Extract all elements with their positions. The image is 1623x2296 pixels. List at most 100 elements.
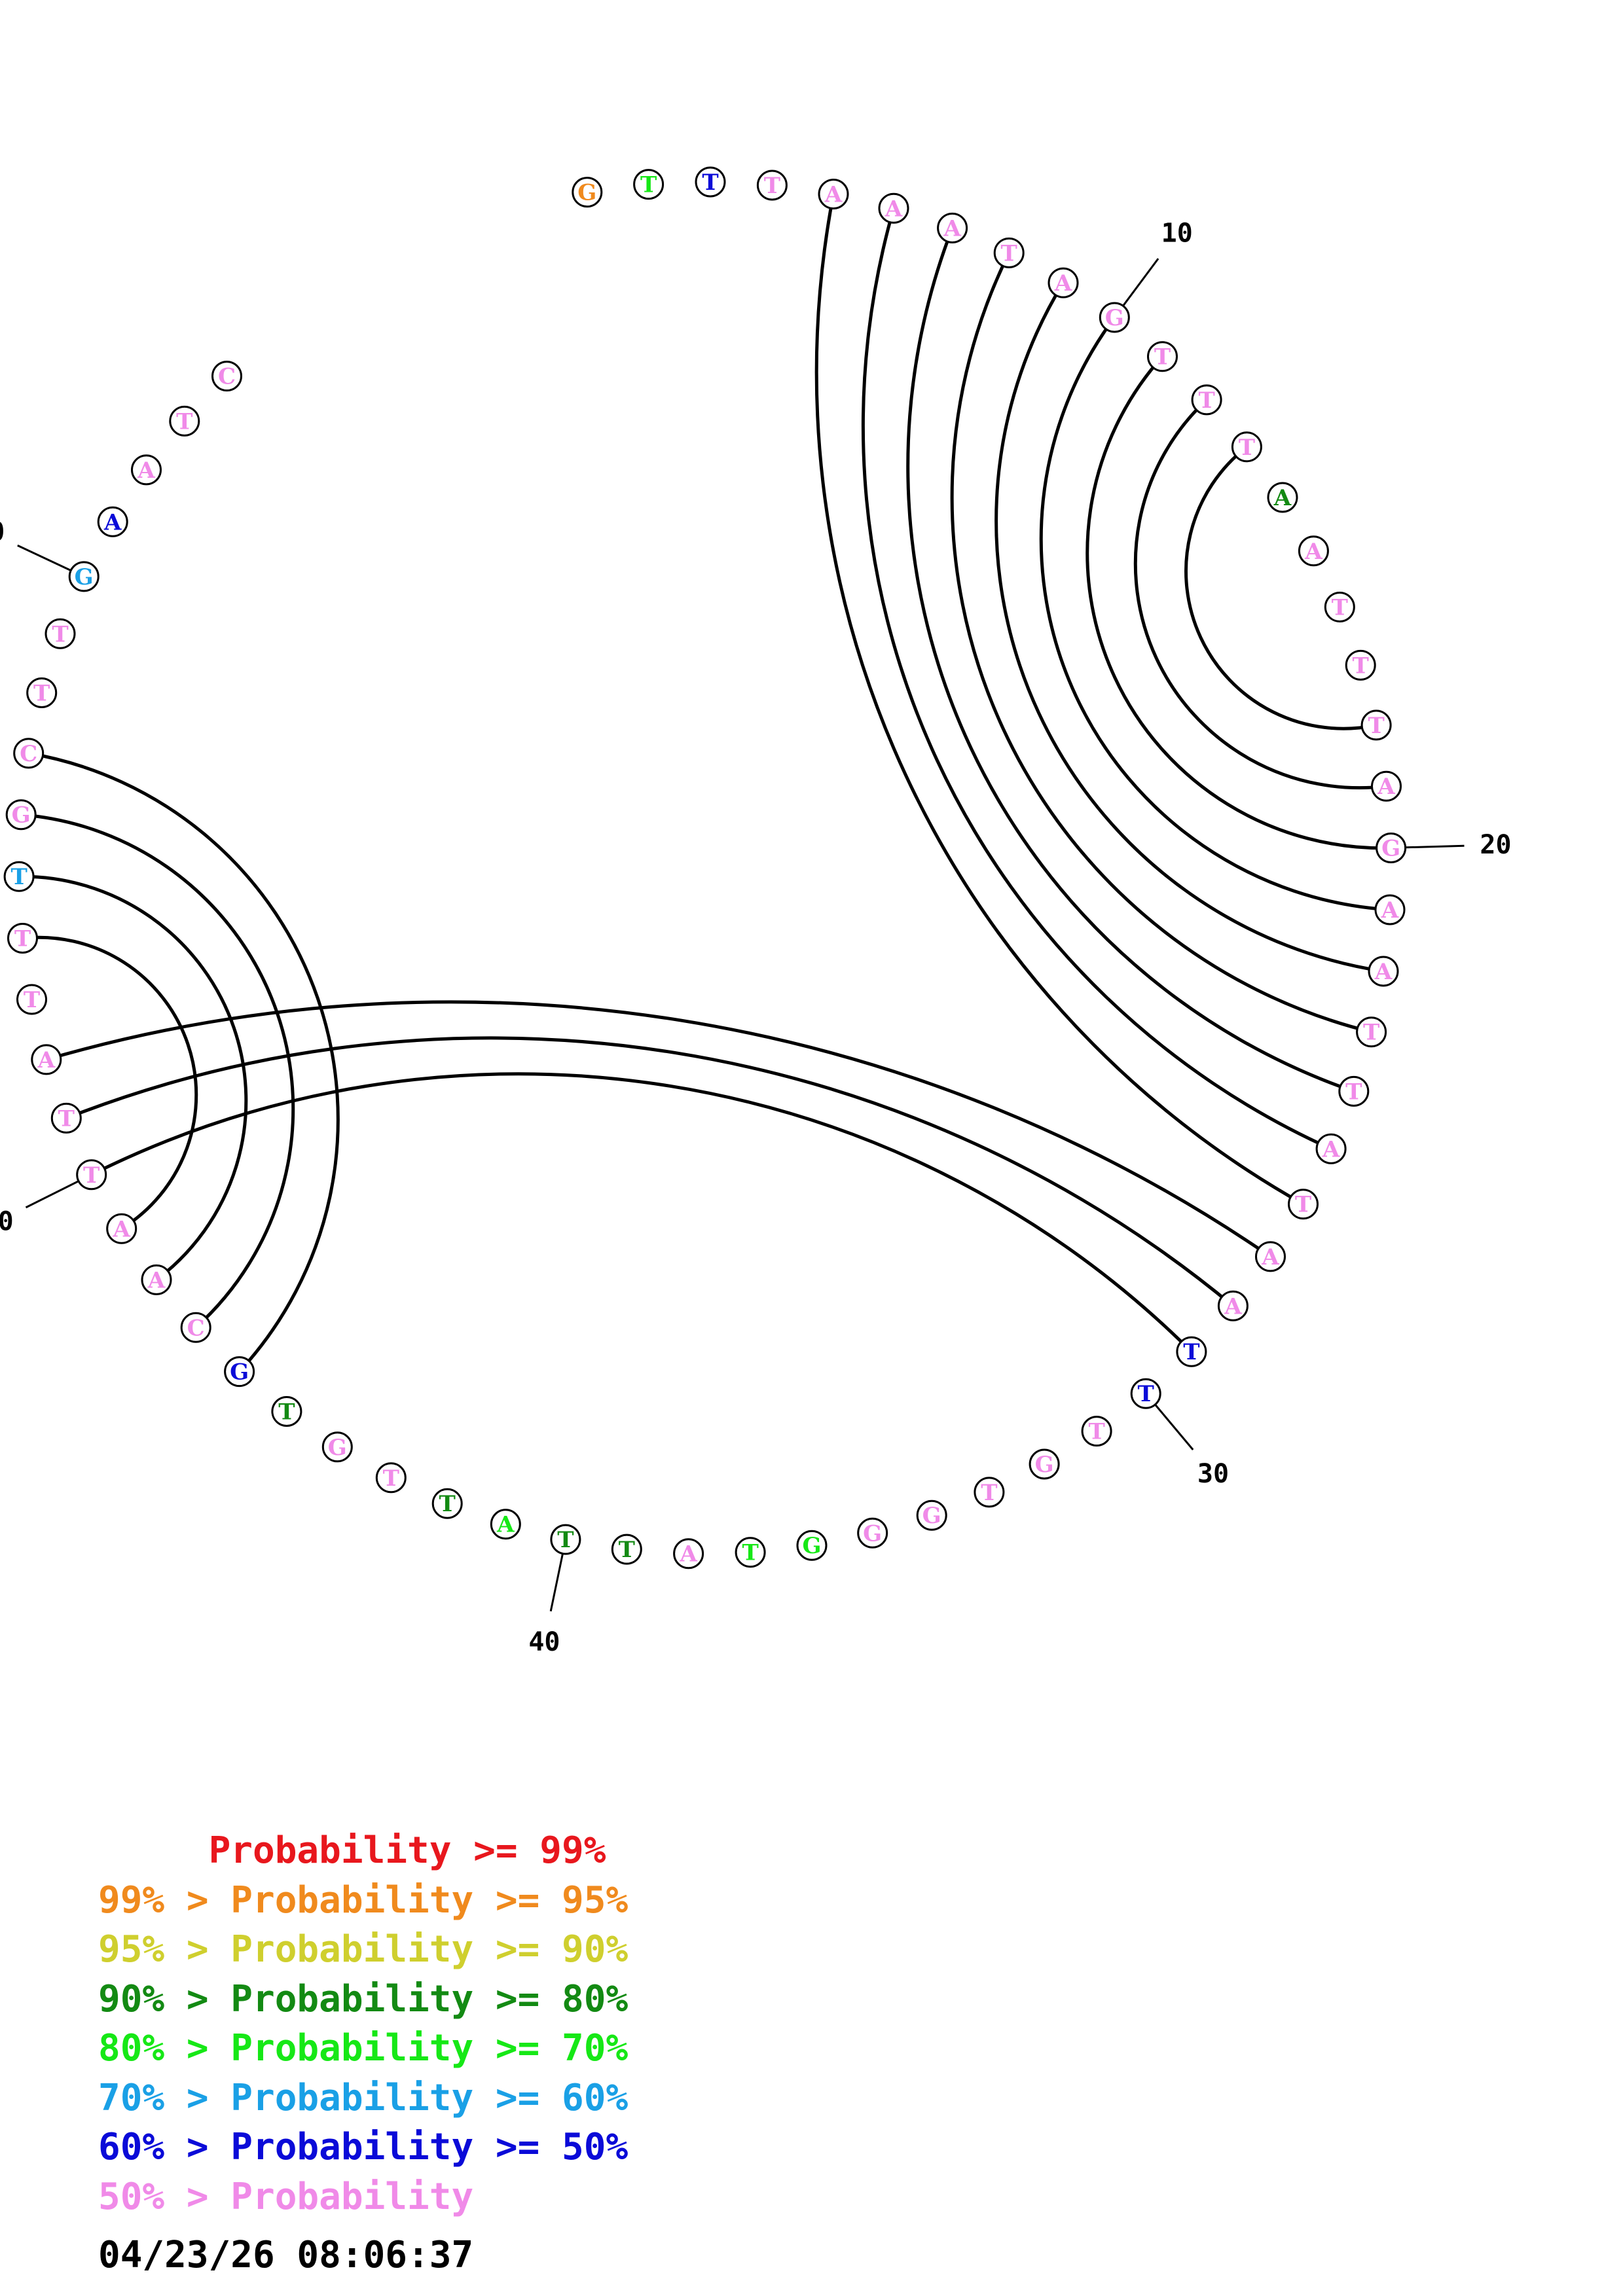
nucleotide-circle bbox=[131, 454, 162, 486]
nucleotide-circle bbox=[141, 1264, 172, 1295]
nucleotide-circle bbox=[937, 212, 968, 243]
nucleotide-circle bbox=[490, 1509, 521, 1540]
nucleotide-circle bbox=[1374, 894, 1406, 925]
nucleotide: G bbox=[321, 1431, 353, 1463]
nucleotide-circle bbox=[1288, 1189, 1319, 1220]
nucleotide: T bbox=[550, 1524, 581, 1555]
nucleotide: T bbox=[1191, 384, 1222, 416]
nucleotide-letter: A bbox=[1261, 1244, 1279, 1270]
nucleotide-letter: C bbox=[20, 741, 37, 767]
nucleotide: T bbox=[431, 1488, 463, 1519]
legend-entry: 90% > Probability >= 80% bbox=[98, 1977, 629, 2020]
nucleotide-circle bbox=[1298, 535, 1329, 567]
nucleotide-letter: T bbox=[83, 1162, 100, 1189]
nucleotide-letter: G bbox=[1035, 1452, 1054, 1478]
nucleotide: A bbox=[1315, 1133, 1347, 1164]
nucleotide-circle bbox=[50, 1102, 82, 1134]
legend-entry: 95% > Probability >= 90% bbox=[98, 1928, 629, 1971]
nucleotide: A bbox=[1374, 894, 1406, 925]
nucleotide: T bbox=[735, 1537, 766, 1568]
nucleotide-circle bbox=[31, 1044, 62, 1075]
nucleotide: T bbox=[1130, 1378, 1161, 1409]
nucleotide: A bbox=[490, 1509, 521, 1540]
base-pair-arc bbox=[28, 751, 340, 1373]
position-ticks: 10 20 30 40 50 60 bbox=[0, 219, 1512, 1657]
legend-entry: 99% > Probability >= 95% bbox=[98, 1878, 629, 1922]
base-pair-arc bbox=[22, 935, 198, 1230]
nucleotide-letter: T bbox=[640, 172, 657, 198]
nucleotide: T bbox=[45, 618, 76, 649]
nucleotide-letter: A bbox=[1304, 539, 1322, 565]
base-pair-arc bbox=[1184, 445, 1377, 730]
tick-label: 10 bbox=[1161, 219, 1193, 249]
nucleotide-circle bbox=[1130, 1378, 1161, 1409]
nucleotide-letter: C bbox=[218, 364, 236, 390]
nucleotide-letter: G bbox=[1105, 305, 1124, 331]
nucleotide-letter: C bbox=[187, 1315, 205, 1341]
nucleotide-letter: A bbox=[37, 1047, 56, 1073]
nucleotide-letter: A bbox=[496, 1512, 515, 1538]
nucleotide: A bbox=[141, 1264, 172, 1295]
nucleotide-letter: A bbox=[679, 1541, 697, 1568]
nucleotide: T bbox=[7, 923, 38, 954]
nucleotide-letter: A bbox=[103, 509, 122, 535]
nucleotide-circle bbox=[611, 1534, 642, 1565]
nucleotide-circle bbox=[1324, 592, 1355, 622]
nucleotide: T bbox=[50, 1102, 82, 1134]
nucleotide-letter: T bbox=[1198, 387, 1214, 414]
nucleotide-circle bbox=[1338, 1075, 1370, 1107]
nucleotide-letter: A bbox=[1381, 897, 1399, 924]
tick-label: 30 bbox=[1197, 1459, 1229, 1489]
nucleotide-letter: T bbox=[764, 173, 780, 199]
nucleotide-letter: T bbox=[742, 1540, 758, 1566]
nucleotide: T bbox=[993, 237, 1025, 268]
nucleotide-circle bbox=[878, 192, 909, 224]
nucleotide: T bbox=[1147, 341, 1178, 372]
nucleotide: T bbox=[3, 861, 35, 892]
tick-line bbox=[1405, 844, 1465, 849]
nucleotide-letter: A bbox=[1273, 485, 1292, 511]
nucleotide-circle bbox=[97, 506, 128, 537]
nucleotide-circle bbox=[68, 561, 100, 592]
nucleotide-circle bbox=[169, 405, 200, 437]
nucleotide: T bbox=[375, 1462, 407, 1494]
nucleotide-letter: G bbox=[577, 180, 596, 206]
timestamp: 04/23/26 08:06:37 bbox=[98, 2234, 474, 2276]
nucleotide: G bbox=[1099, 302, 1130, 333]
nucleotide-circle bbox=[1360, 709, 1392, 741]
nucleotide-letter: T bbox=[14, 926, 31, 952]
nucleotide-letter: A bbox=[137, 457, 155, 484]
nucleotide-letter: T bbox=[557, 1527, 574, 1553]
nucleotide-circle bbox=[224, 1356, 255, 1388]
nucleotide: T bbox=[1081, 1416, 1112, 1447]
base-pair-arc bbox=[1133, 399, 1387, 790]
nucleotide-circle bbox=[1371, 770, 1402, 802]
nucleotide: G bbox=[224, 1356, 255, 1388]
nucleotide-letter: A bbox=[1224, 1293, 1242, 1319]
tick-label: 40 bbox=[528, 1627, 560, 1657]
nucleotide: G bbox=[1376, 833, 1407, 863]
nucleotide-circle bbox=[13, 738, 45, 769]
nucleotide-circle bbox=[550, 1524, 581, 1555]
nucleotide-letter: G bbox=[230, 1359, 249, 1386]
nucleotide: A bbox=[878, 192, 909, 224]
nucleotide-letter: T bbox=[58, 1105, 75, 1132]
nucleotide: A bbox=[937, 212, 968, 243]
nucleotide-letter: T bbox=[24, 987, 40, 1013]
base-pair-arc bbox=[65, 1036, 1234, 1308]
base-pair-arc bbox=[906, 227, 1355, 1093]
nucleotide-circle bbox=[16, 984, 47, 1015]
nucleotide-letter: T bbox=[1363, 1020, 1379, 1046]
legend-entry: 60% > Probability >= 50% bbox=[98, 2126, 629, 2168]
nucleotide-letter: T bbox=[702, 170, 718, 196]
nucleotide-circle bbox=[1255, 1241, 1286, 1272]
nucleotide-letter: T bbox=[1345, 1079, 1362, 1105]
nucleotide-circle bbox=[1356, 1016, 1387, 1048]
tick-line bbox=[1122, 258, 1159, 307]
nucleotide-circle bbox=[993, 237, 1025, 268]
nucleotide: T bbox=[1356, 1016, 1387, 1048]
nucleotide-letter: G bbox=[863, 1520, 882, 1547]
tick-label: 60 bbox=[0, 517, 5, 547]
legend-entry: 80% > Probability >= 70% bbox=[98, 2027, 629, 2070]
